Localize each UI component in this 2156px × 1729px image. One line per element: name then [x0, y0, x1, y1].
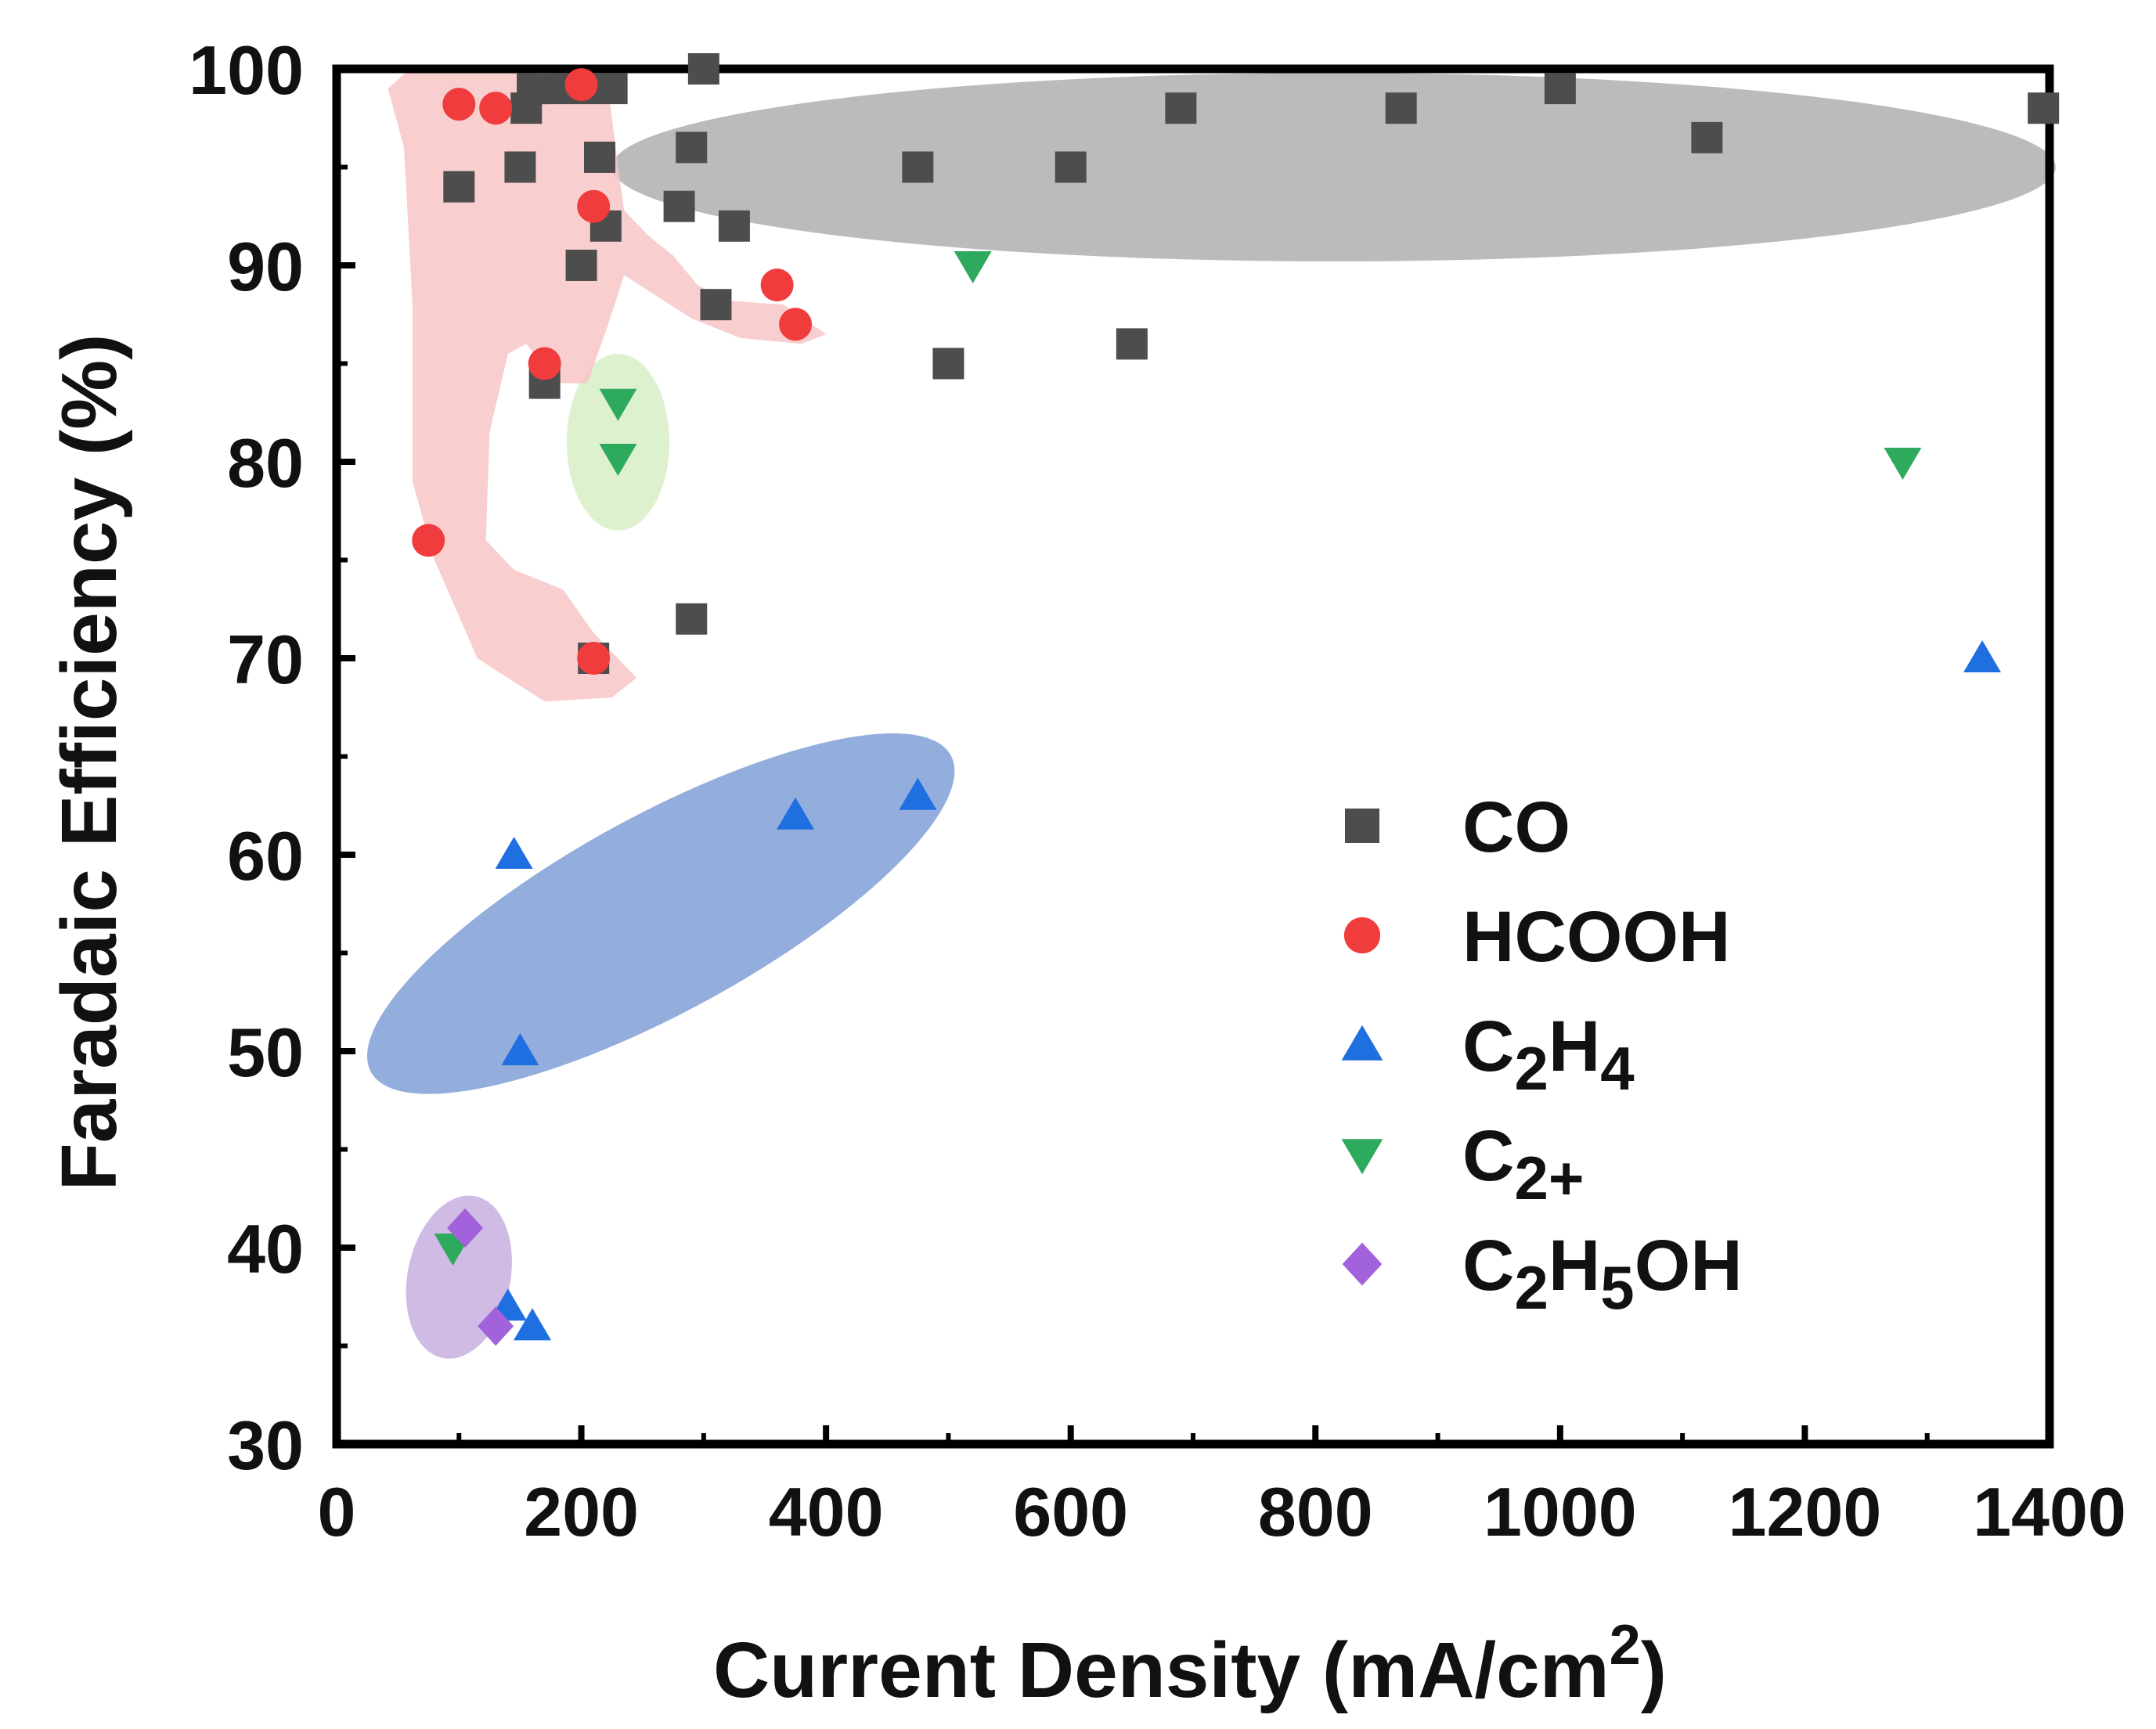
- y-axis-title: Faradaic Efficiency (%): [45, 334, 133, 1191]
- CO-point: [663, 190, 695, 222]
- CO-point: [584, 141, 616, 173]
- HCOOH-point: [412, 524, 445, 557]
- HCOOH-point: [779, 308, 813, 341]
- legend-marker-C2+: [1341, 1139, 1383, 1175]
- x-tick-label: 800: [1258, 1473, 1373, 1551]
- x-tick-label: 200: [524, 1473, 639, 1551]
- HCOOH-point: [564, 68, 598, 102]
- CO-point: [1165, 92, 1197, 124]
- CO-point: [443, 171, 475, 203]
- C2+-point: [1884, 448, 1922, 480]
- x-axis-title: Current Density (mA/cm2): [713, 1614, 1667, 1714]
- C2H5OH-point: [478, 1306, 514, 1346]
- CO-point: [932, 348, 964, 380]
- CO-point: [596, 73, 628, 105]
- y-tick-label: 100: [189, 31, 304, 109]
- C2plus-region: [566, 353, 670, 531]
- x-tick-label: 0: [318, 1473, 356, 1551]
- y-tick-label: 60: [227, 817, 304, 895]
- points-layer: [412, 53, 2060, 1346]
- legend-label-CO: CO: [1462, 787, 1570, 867]
- C2+-point: [599, 388, 637, 421]
- CO-point: [1055, 151, 1087, 183]
- x-tick-label: 1000: [1484, 1473, 1637, 1551]
- legend-label-C2H4: C2H4: [1462, 1007, 1635, 1103]
- CO-point: [700, 289, 732, 321]
- CO-point: [535, 73, 567, 105]
- C2H4-point: [777, 797, 815, 830]
- legend-marker-C2H4: [1341, 1025, 1383, 1061]
- CO-region: [611, 73, 2056, 261]
- C2H5OH-point: [447, 1208, 484, 1248]
- x-axis-title-sup: 2: [1610, 1614, 1641, 1677]
- C2H5OH-region: [406, 1195, 512, 1359]
- CO-point: [1544, 73, 1576, 105]
- C2H4-point: [495, 837, 533, 869]
- ticks-layer: 0 200 400 600 800 1000 1200 1400 30 40 50 60 70 80 90 1…: [189, 31, 2126, 1551]
- HCOOH-point: [528, 347, 561, 380]
- CO-point: [718, 210, 750, 242]
- x-tick-label: 600: [1013, 1473, 1128, 1551]
- HCOOH-point: [479, 92, 513, 125]
- CO-point: [504, 151, 536, 183]
- CO-point: [1116, 328, 1148, 360]
- y-tick-label: 80: [227, 424, 304, 502]
- y-tick-label: 40: [227, 1210, 304, 1288]
- x-tick-label: 1200: [1729, 1473, 1882, 1551]
- CO-point: [2028, 92, 2060, 124]
- C2H4-point: [501, 1033, 539, 1065]
- legend-marker-C2H5OH: [1342, 1242, 1383, 1286]
- legend: CO HCOOH C2H4 C2+ C2H5OH: [1341, 787, 1743, 1322]
- C2+-point: [954, 251, 992, 283]
- CO-point: [676, 131, 708, 164]
- HCOOH-region: [388, 69, 827, 702]
- x-tick-label: 400: [769, 1473, 884, 1551]
- C2H4-point: [514, 1308, 552, 1341]
- y-tick-label: 50: [227, 1014, 304, 1091]
- CO-point: [1385, 92, 1417, 124]
- CO-point: [676, 603, 708, 635]
- CO-point: [565, 250, 597, 281]
- x-tick-label: 1400: [1973, 1473, 2126, 1551]
- x-axis-title-close: ): [1641, 1626, 1667, 1714]
- legend-marker-HCOOH: [1343, 917, 1381, 954]
- CO-point: [1691, 121, 1723, 153]
- C2+-point: [599, 443, 637, 476]
- HCOOH-point: [760, 268, 794, 302]
- x-axis-title-main: Current Density (mA/cm: [713, 1626, 1610, 1714]
- HCOOH-point: [577, 189, 611, 223]
- C2H4-point: [1963, 640, 2002, 672]
- legend-label-C2H5OH: C2H5OH: [1462, 1226, 1743, 1322]
- legend-label-HCOOH: HCOOH: [1462, 897, 1730, 977]
- CO-point: [687, 53, 719, 85]
- legend-marker-CO: [1345, 809, 1379, 843]
- HCOOH-point: [577, 642, 611, 675]
- y-tick-label: 70: [227, 621, 304, 698]
- legend-label-C2+: C2+: [1462, 1116, 1584, 1212]
- HCOOH-point: [442, 88, 476, 121]
- y-tick-label: 30: [227, 1407, 304, 1484]
- y-tick-label: 90: [227, 228, 304, 305]
- C2H4-point: [899, 777, 937, 810]
- CO-point: [902, 151, 934, 183]
- C2H4-region: [366, 733, 955, 1094]
